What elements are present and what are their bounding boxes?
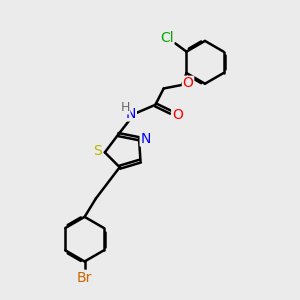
Text: N: N [126, 107, 136, 121]
Text: S: S [93, 144, 102, 158]
Text: H: H [120, 101, 130, 114]
Text: Br: Br [77, 271, 92, 284]
Text: Cl: Cl [160, 31, 174, 45]
Text: N: N [140, 132, 151, 146]
Text: O: O [172, 108, 183, 122]
Text: O: O [183, 76, 194, 90]
